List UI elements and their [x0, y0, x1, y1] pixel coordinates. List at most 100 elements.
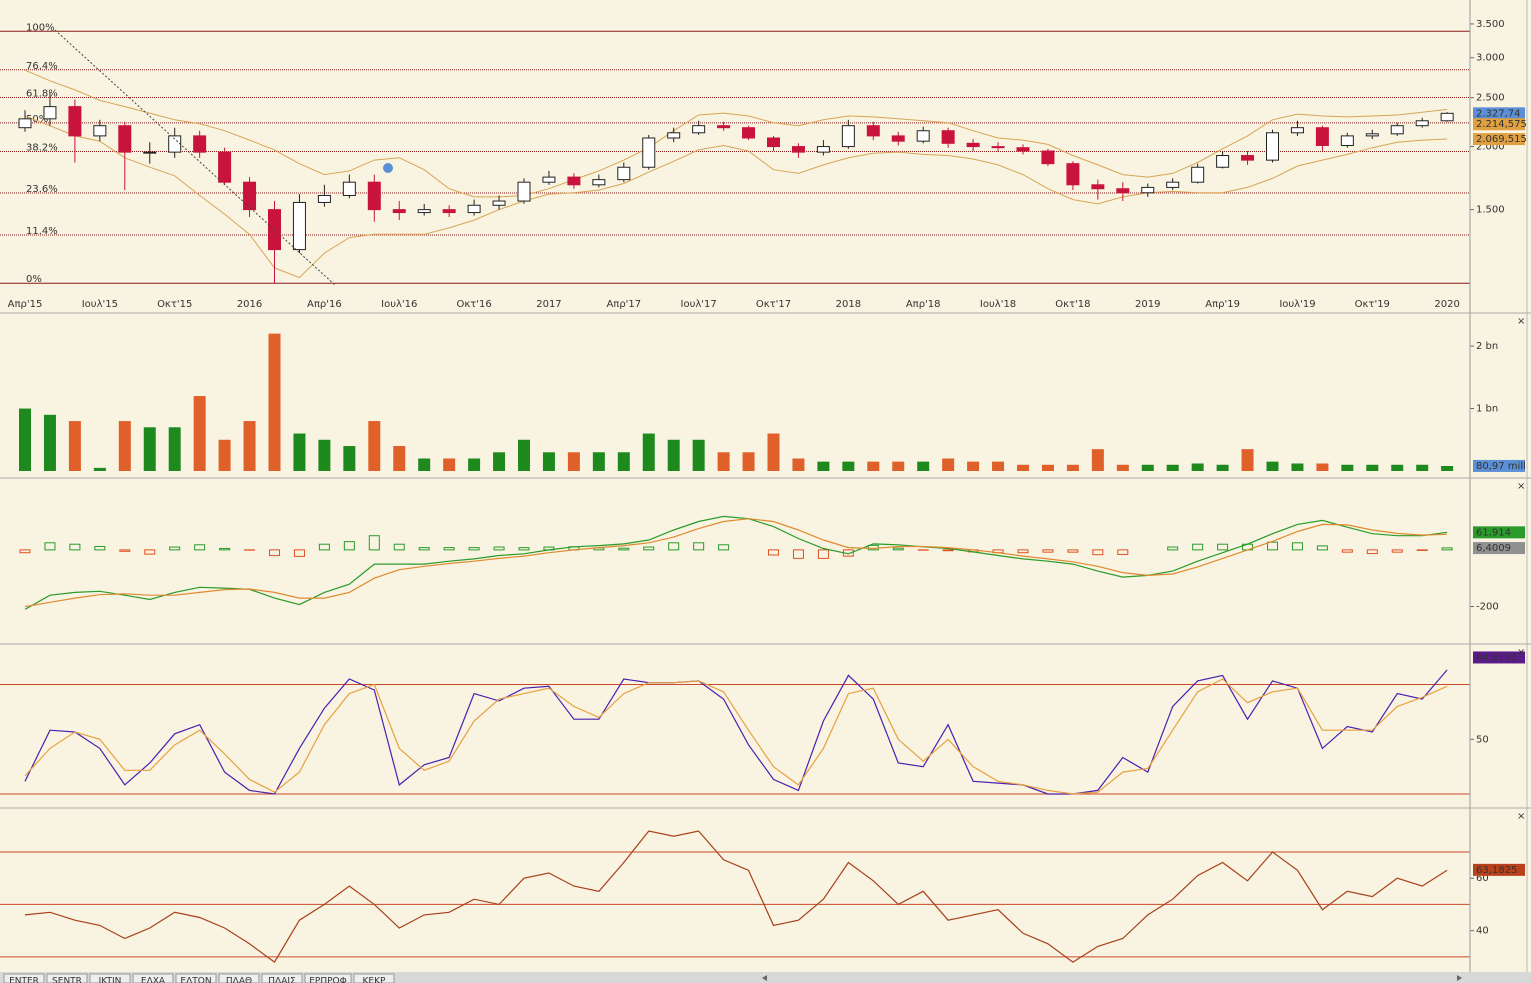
candle-body — [1340, 135, 1354, 146]
candle-body — [367, 181, 381, 211]
candle-body — [1166, 181, 1180, 188]
candle-body — [317, 194, 331, 203]
y-tick-label: 1.500 — [1476, 205, 1505, 216]
histogram-bar — [94, 545, 106, 551]
tab[interactable] — [89, 973, 131, 983]
y-tick-label: 1 bn — [1476, 404, 1498, 415]
volume-bar — [1316, 463, 1329, 471]
event-marker[interactable] — [383, 163, 393, 173]
histogram-bar — [144, 549, 156, 555]
volume-bar — [867, 461, 880, 471]
histogram-bar — [618, 547, 630, 551]
volume-bar — [967, 461, 980, 471]
volume-bar — [1441, 466, 1454, 471]
histogram-bar — [1441, 547, 1453, 551]
close-button[interactable]: × — [1517, 811, 1525, 822]
fib-label: 23.6% — [26, 184, 58, 195]
candle-body — [742, 127, 756, 139]
fib-label: 0% — [26, 274, 42, 285]
histogram-bar — [942, 549, 954, 552]
candle-body — [717, 125, 731, 129]
close-button[interactable]: × — [1517, 481, 1525, 492]
scroll-right[interactable] — [1457, 975, 1462, 981]
volume-bar — [1266, 461, 1279, 471]
x-tick-label: 2016 — [237, 299, 262, 310]
tab[interactable] — [3, 973, 45, 983]
value-tag-label: 2.327,74 — [1476, 108, 1521, 119]
tab[interactable] — [261, 973, 303, 983]
x-tick-label: 2017 — [536, 299, 561, 310]
histogram-bar — [1192, 543, 1204, 551]
tab[interactable] — [175, 973, 217, 983]
volume-bar — [143, 427, 156, 471]
fib-label: 76.4% — [26, 61, 58, 72]
candle-body — [1016, 147, 1030, 152]
histogram-bar — [1067, 549, 1079, 553]
tab-label: IKTIN — [99, 977, 122, 983]
value-tag — [1473, 526, 1525, 539]
candle-body — [1216, 155, 1230, 168]
candle-body — [18, 118, 32, 129]
x-tick-label: Ιουλ'16 — [381, 299, 417, 310]
candle-body — [866, 125, 880, 137]
histogram-bar — [817, 549, 829, 559]
candle-body — [118, 125, 132, 153]
volume-bar — [318, 439, 331, 471]
volume-bar — [193, 396, 206, 471]
volume-bar — [118, 421, 131, 471]
volume-bar — [93, 467, 106, 471]
tab[interactable] — [132, 973, 174, 983]
volume-bar — [892, 461, 905, 471]
x-tick-label: 2019 — [1135, 299, 1160, 310]
volume-bar — [293, 433, 306, 471]
candle-body — [1116, 188, 1130, 194]
y-tick-label: 40 — [1476, 926, 1489, 937]
tab[interactable] — [46, 973, 88, 983]
x-tick-label: Απρ'19 — [1205, 299, 1240, 310]
value-tag — [1473, 133, 1525, 146]
fib-label: 38.2% — [26, 143, 58, 154]
plot-layer: 3.500 3.000 2.500 2.000 1.500 100% 76.4% 61.8% 5… — [0, 19, 1527, 963]
scroll-left[interactable] — [762, 975, 767, 981]
candle-body — [1141, 186, 1155, 194]
volume-bar — [942, 458, 955, 471]
volume-bar — [692, 439, 705, 471]
volume-bar — [667, 439, 680, 471]
volume-bar — [1341, 464, 1354, 471]
volume-bar — [1416, 464, 1429, 471]
tab-label: ENTER — [9, 977, 39, 983]
histogram-bar — [293, 549, 305, 557]
volume-bar — [1391, 464, 1404, 471]
tab[interactable] — [218, 973, 260, 983]
x-tick-label: Ιουλ'17 — [681, 299, 717, 310]
x-tick-label: Απρ'15 — [8, 299, 43, 310]
candle-body — [492, 200, 506, 206]
volume-bar — [817, 461, 830, 471]
x-tick-label: Οκτ'17 — [756, 299, 791, 310]
close-button[interactable]: × — [1517, 316, 1525, 327]
histogram-bar — [219, 547, 231, 551]
tab-label: ΚΕΚΡ — [363, 977, 386, 983]
x-tick-label: Απρ'16 — [307, 299, 342, 310]
candle-body — [342, 181, 356, 196]
tab[interactable] — [353, 973, 395, 983]
candle-body — [916, 130, 930, 142]
volume-bar — [343, 446, 356, 471]
candle-body — [193, 135, 207, 153]
x-tick-label: Οκτ'16 — [456, 299, 491, 310]
histogram-bar — [643, 546, 655, 551]
volume-bar — [368, 421, 381, 471]
volume-bar — [1041, 464, 1054, 471]
volume-bar — [917, 461, 930, 471]
volume-bar — [742, 452, 755, 471]
tab[interactable] — [304, 973, 352, 983]
value-tag-label: 2.214,575 — [1476, 119, 1527, 130]
value-tag-label: 61,914 — [1476, 527, 1511, 538]
candle-body — [467, 204, 481, 214]
close-button[interactable]: × — [1517, 647, 1525, 658]
tab-label: ΕΛΧΑ — [141, 977, 166, 983]
histogram-bar — [693, 542, 705, 551]
histogram-bar — [1217, 543, 1229, 551]
